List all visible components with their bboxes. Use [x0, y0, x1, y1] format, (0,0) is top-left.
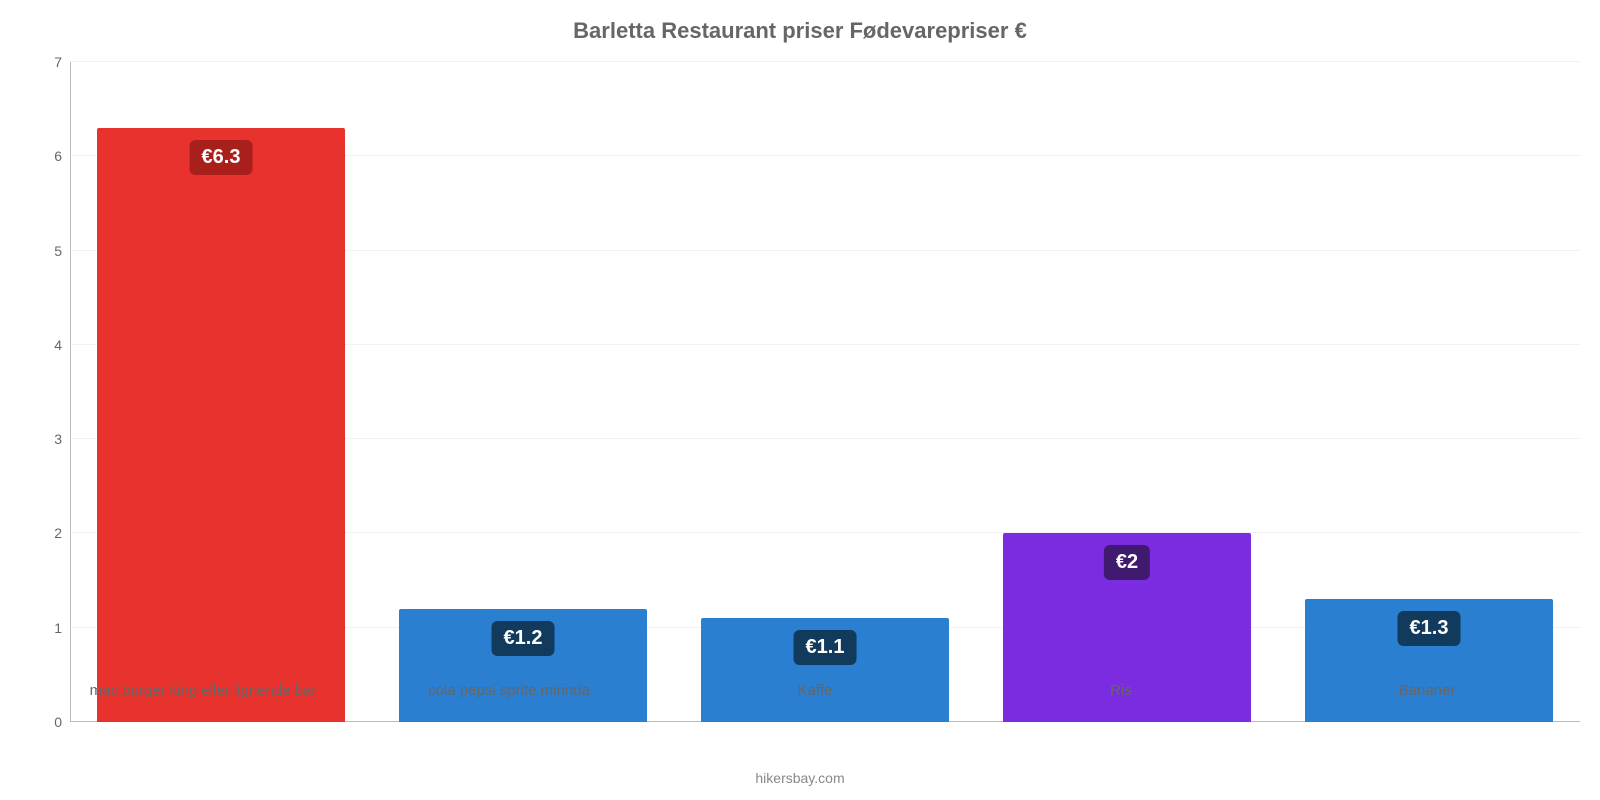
x-axis-label: Bananer — [1274, 682, 1580, 699]
chart-title: Barletta Restaurant priser Fødevareprise… — [20, 18, 1580, 44]
y-tick-label: 4 — [54, 337, 62, 353]
plot-area: 01234567 €6.3€1.2€1.1€2€1.3 — [40, 62, 1580, 722]
bar-slot: €1.3 — [1278, 62, 1580, 722]
x-axis-labels: mac burger king eller lignende barcola p… — [50, 682, 1580, 699]
value-badge: €2 — [1104, 545, 1150, 580]
bar-slot: €1.1 — [674, 62, 976, 722]
y-tick-label: 5 — [54, 243, 62, 259]
y-axis: 01234567 — [40, 62, 70, 722]
x-axis-label: Ris — [968, 682, 1274, 699]
bar-slot: €6.3 — [70, 62, 372, 722]
y-tick-label: 2 — [54, 525, 62, 541]
bars-group: €6.3 €1.2 €1.1 €2 €1.3 — [70, 62, 1580, 722]
bar-slot: €2 — [976, 62, 1278, 722]
value-badge: €1.1 — [794, 630, 857, 665]
x-axis-label: Kaffe — [662, 682, 968, 699]
bar: €1.3 — [1305, 599, 1553, 722]
value-badge: €1.2 — [492, 621, 555, 656]
bar-slot: €1.2 — [372, 62, 674, 722]
y-tick-label: 7 — [54, 54, 62, 70]
y-tick-label: 3 — [54, 431, 62, 447]
chart-footer: hikersbay.com — [0, 770, 1600, 786]
bar: €1.2 — [399, 609, 647, 722]
x-axis-label: cola pepsi sprite mirinda — [356, 682, 662, 699]
chart-container: Barletta Restaurant priser Fødevareprise… — [0, 0, 1600, 800]
bar: €6.3 — [97, 128, 345, 722]
value-badge: €1.3 — [1398, 611, 1461, 646]
y-tick-label: 6 — [54, 148, 62, 164]
value-badge: €6.3 — [190, 140, 253, 175]
y-tick-label: 0 — [54, 714, 62, 730]
bar: €1.1 — [701, 618, 949, 722]
x-axis-label: mac burger king eller lignende bar — [50, 682, 356, 699]
y-tick-label: 1 — [54, 620, 62, 636]
